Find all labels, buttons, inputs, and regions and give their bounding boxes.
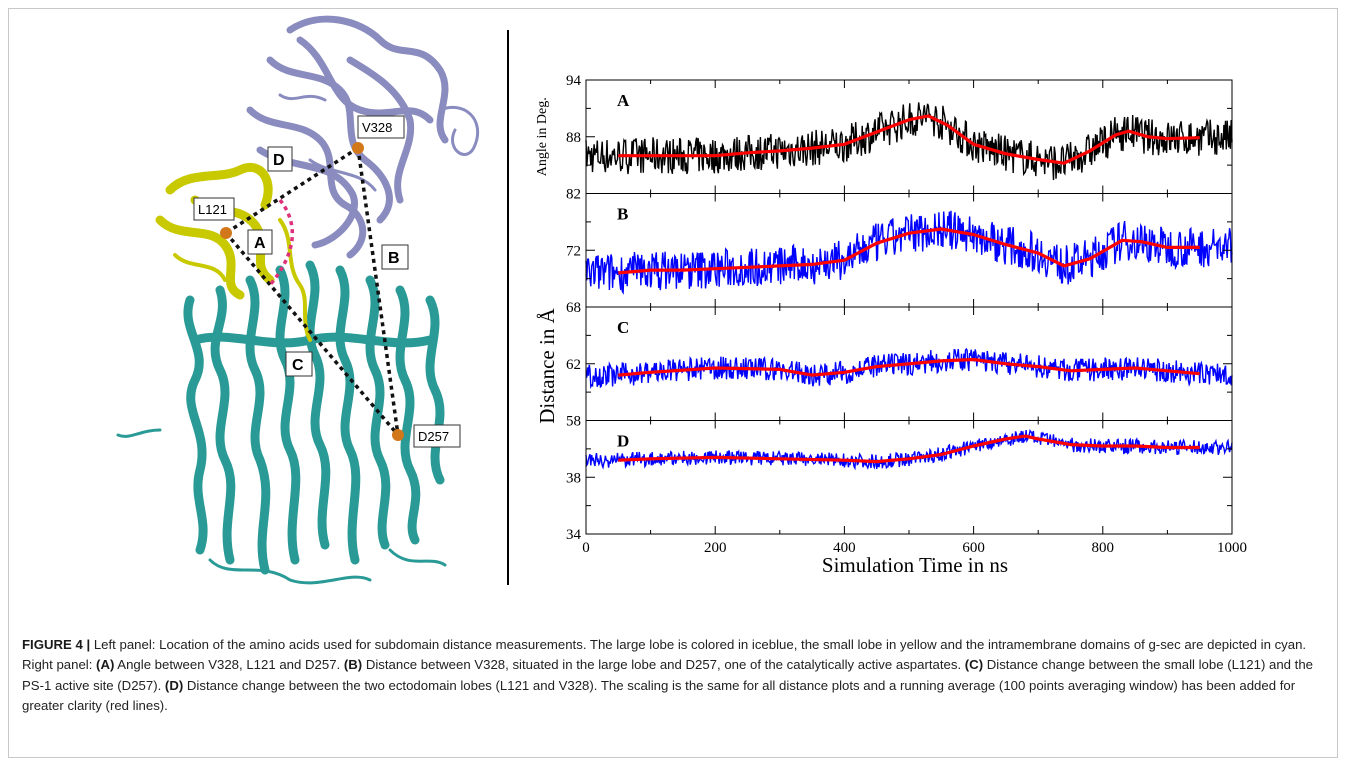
svg-text:B: B: [388, 250, 400, 267]
panel-label-c: C: [617, 318, 629, 337]
measure-label-a: A: [247, 229, 273, 255]
y-tick-label-b: 72: [566, 243, 581, 259]
y-tick-label-d: 34: [566, 527, 582, 543]
membrane-domain: [116, 260, 447, 585]
y-tick-label-b: 68: [566, 300, 581, 316]
x-tick-label: 400: [833, 540, 856, 556]
svg-text:L121: L121: [198, 202, 227, 217]
caption-a-text: Angle between V328, L121 and D257.: [114, 657, 344, 673]
y-tick-label-c: 58: [566, 414, 581, 430]
raw-trace-b: [585, 210, 1233, 295]
y-axis-label-a: Angle in Deg.: [535, 97, 550, 176]
x-tick-label: 1000: [1217, 540, 1247, 556]
caption-intro: Left panel: Location of the amino acids …: [22, 637, 1307, 673]
panel-label-d: D: [617, 432, 629, 451]
raw-trace-d: [585, 428, 1233, 471]
caption-d-label: (D): [164, 677, 184, 693]
caption-b-label: (B): [343, 657, 363, 673]
caption-label: FIGURE 4 |: [22, 637, 91, 652]
y-tick-label-c: 62: [566, 357, 581, 373]
angle-arc: [268, 198, 294, 287]
y-tick-label-a: 88: [566, 130, 581, 146]
measure-label-b: B: [381, 244, 409, 270]
svg-text:C: C: [292, 357, 304, 374]
running-average-b: [618, 227, 1200, 275]
x-tick-label: 800: [1092, 540, 1115, 556]
panel-frame-d: [585, 420, 1233, 535]
caption-b-text: Distance between V328, situated in the l…: [362, 657, 965, 673]
panel-label-a: A: [617, 91, 630, 110]
measure-label-d: D: [267, 146, 293, 172]
caption-c-label: (C): [964, 657, 984, 673]
panel-label-b: B: [617, 205, 628, 224]
atom-l121: [220, 227, 232, 239]
time-series-chart: 82 88 94 A Angle in Deg. 68 72 B 58 62 C 34 38 D 0 200 4…: [535, 73, 1247, 577]
atom-v328: [352, 142, 364, 154]
svg-text:D257: D257: [418, 429, 449, 444]
residue-label-d257: D257: [413, 424, 461, 448]
panel-frame-a: [585, 79, 1233, 194]
x-tick-label: 600: [962, 540, 985, 556]
svg-text:V328: V328: [362, 120, 392, 135]
figure-caption: FIGURE 4 | Left panel: Location of the a…: [22, 635, 1322, 716]
residue-label-v328: V328: [357, 115, 405, 139]
x-tick-label: 200: [704, 540, 727, 556]
running-average-d: [618, 434, 1200, 464]
x-axis-label: Simulation Time in ns: [822, 553, 1008, 577]
svg-text:A: A: [254, 235, 266, 252]
y-tick-label-a: 82: [566, 187, 581, 203]
raw-trace-a: [585, 102, 1233, 181]
x-tick-label: 0: [582, 540, 590, 556]
measurement-lines: [224, 146, 400, 437]
caption-a-label: (A): [96, 657, 115, 673]
running-average-c: [618, 357, 1200, 377]
svg-text:D: D: [273, 152, 285, 169]
measure-label-c: C: [285, 351, 313, 377]
protein-structure-panel: V328 L121 D257 A B C D: [116, 15, 480, 585]
y-tick-label-d: 38: [566, 470, 581, 486]
running-average-a: [618, 114, 1200, 165]
panel-divider: [507, 30, 509, 585]
caption-c-text: Distance change between the small lobe (…: [22, 657, 1313, 693]
y-axis-label-distance: Distance in Å: [535, 307, 559, 423]
caption-d-text: Distance change between the two ectodoma…: [22, 677, 1296, 713]
y-tick-label-a: 94: [566, 73, 582, 89]
atom-d257: [392, 429, 404, 441]
residue-label-l121: L121: [193, 197, 235, 221]
